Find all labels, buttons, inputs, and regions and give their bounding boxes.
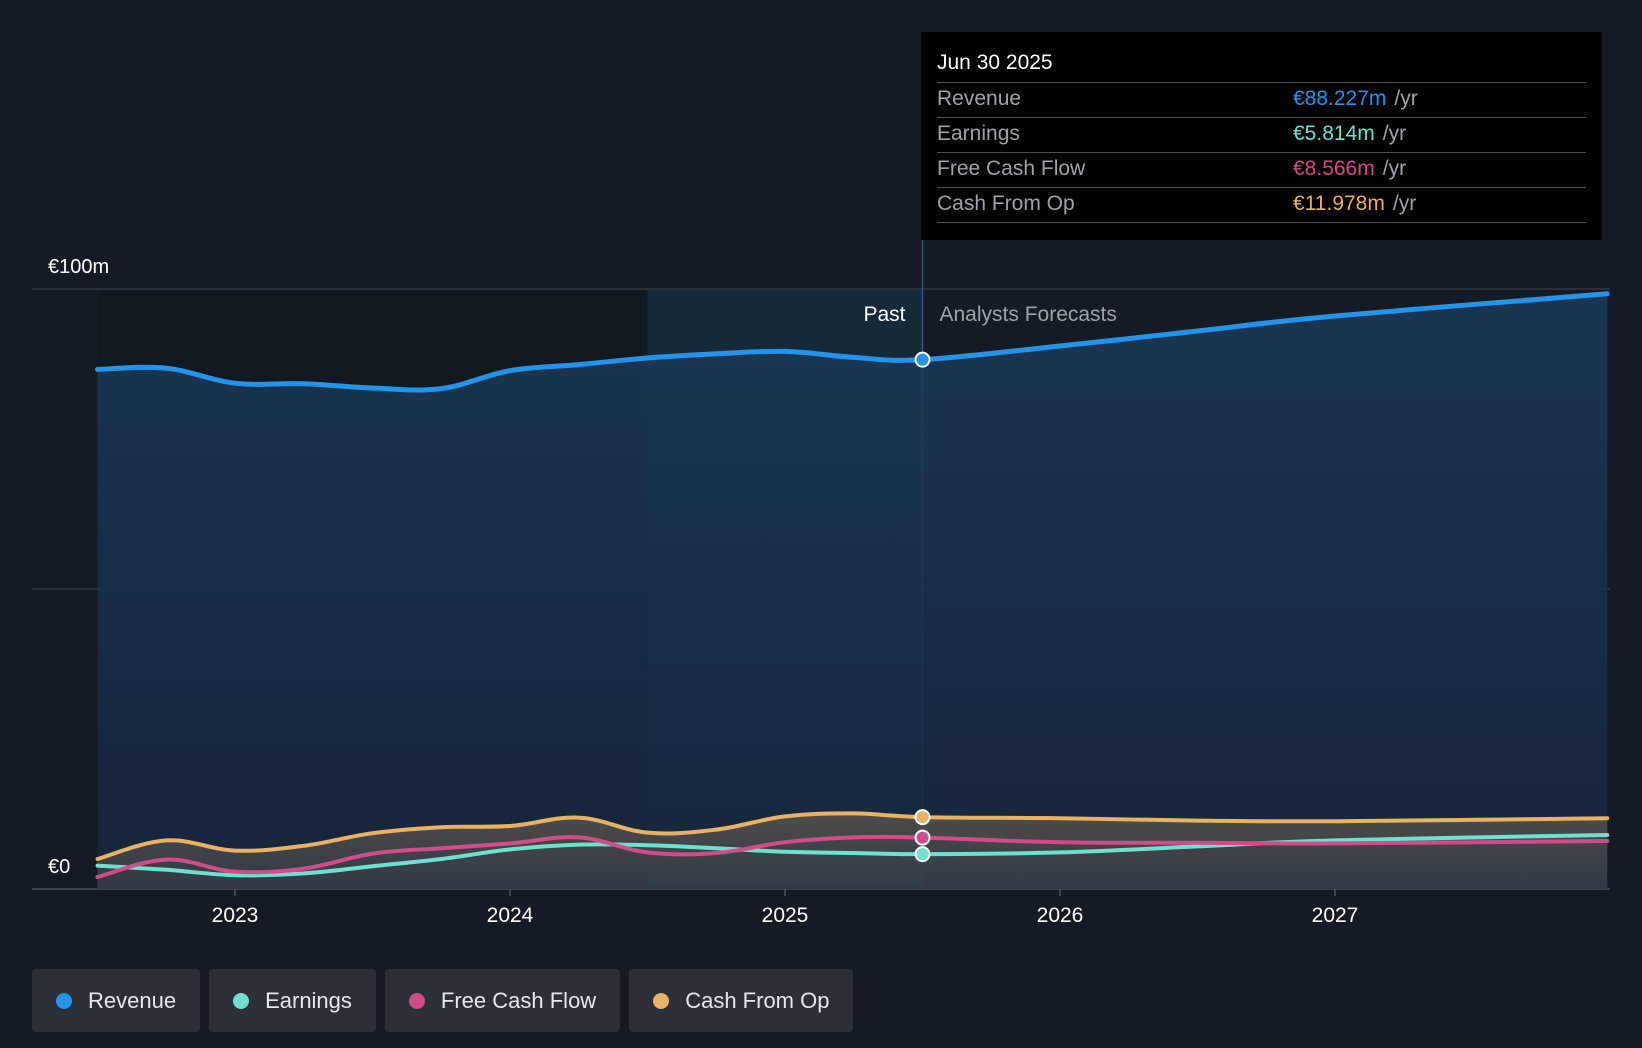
tooltip-label: Free Cash Flow <box>937 157 1086 180</box>
cash-from-op-line <box>95 811 1610 861</box>
tooltip-panel: Jun 30 2025 Revenue €88.227m /yr Earning… <box>921 32 1602 240</box>
forecast-label: Analysts Forecasts <box>940 303 1117 326</box>
cash-from-op-dot-icon <box>653 992 670 1009</box>
revenue-line <box>95 291 1610 393</box>
legend-label: Cash From Op <box>685 987 830 1013</box>
x-tick-label: 2024 <box>487 904 534 927</box>
revenue-dot-icon <box>56 992 72 1009</box>
earnings-line <box>95 833 1610 878</box>
x-tick-label: 2027 <box>1312 904 1359 927</box>
tooltip-unit: /yr <box>1382 157 1407 180</box>
free-cash-flow-marker <box>914 829 931 846</box>
tooltip-unit: /yr <box>1392 192 1417 215</box>
tooltip-unit: /yr <box>1394 87 1418 110</box>
tooltip-value: €5.814m <box>1293 122 1375 145</box>
earnings-marker <box>914 846 931 863</box>
tooltip-value: €8.566m <box>1293 157 1375 180</box>
x-tick-label: 2025 <box>762 904 809 927</box>
tooltip-label: Earnings <box>937 122 1020 145</box>
tooltip-value: €11.978m <box>1293 192 1385 215</box>
free-cash-flow-line <box>95 834 1610 879</box>
tooltip-unit: /yr <box>1382 122 1407 145</box>
tooltip-value: €88.227m <box>1293 87 1387 110</box>
legend-item-earnings[interactable]: Earnings <box>209 969 376 1032</box>
revenue-marker <box>914 351 931 368</box>
tooltip-row-revenue: Revenue €88.227m /yr <box>937 83 1586 118</box>
tooltip-label: Cash From Op <box>937 192 1075 215</box>
legend-item-free-cash-flow[interactable]: Free Cash Flow <box>384 969 621 1032</box>
free-cash-flow-dot-icon <box>408 992 425 1009</box>
cash-from-op-marker <box>914 809 931 826</box>
legend-item-revenue[interactable]: Revenue <box>32 969 201 1032</box>
x-tick-label: 2023 <box>212 904 259 927</box>
y-tick-label: €100m <box>48 256 109 278</box>
past-label: Past <box>863 303 905 326</box>
legend-label: Earnings <box>265 987 352 1013</box>
tooltip-label: Revenue <box>937 87 1022 110</box>
x-tick-label: 2026 <box>1037 904 1084 927</box>
legend-label: Revenue <box>88 987 177 1013</box>
tooltip-row-free-cash-flow: Free Cash Flow €8.566m /yr <box>937 153 1586 188</box>
revenue-area <box>97 293 1608 889</box>
legend-item-cash-from-op[interactable]: Cash From Op <box>629 969 854 1032</box>
earnings-dot-icon <box>233 992 250 1009</box>
chart-legend: Revenue Earnings Free Cash Flow Cash Fro… <box>32 969 854 1032</box>
tooltip-row-earnings: Earnings €5.814m /yr <box>937 118 1586 153</box>
y-tick-label: €0 <box>48 856 70 878</box>
legend-label: Free Cash Flow <box>440 987 597 1013</box>
tooltip-row-cash-from-op: Cash From Op €11.978m /yr <box>937 188 1586 223</box>
tooltip-date: Jun 30 2025 <box>937 48 1586 83</box>
